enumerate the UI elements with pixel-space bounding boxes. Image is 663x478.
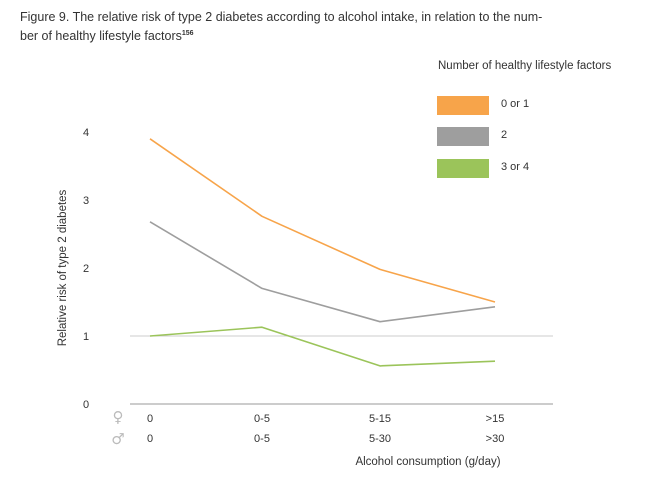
y-axis-ticks: 0 1 2 3 4 [83, 127, 89, 411]
figure-title-line-2: ber of healthy lifestyle factors [20, 29, 182, 43]
x-tick-label-female: >15 [486, 413, 505, 425]
y-tick-label-0: 0 [83, 399, 89, 411]
legend-label-3-or-4: 3 or 4 [501, 161, 530, 173]
x-tick-label-female: 0 [147, 413, 153, 425]
x-tick-label-male: >30 [486, 433, 505, 445]
male-symbol-icon: ♂ [111, 430, 124, 448]
series-line-3-or-4 [149, 326, 496, 367]
y-axis-title: Relative risk of type 2 diabetes [57, 189, 69, 346]
series-line-2 [149, 221, 496, 323]
y-tick-label-4: 4 [83, 127, 89, 139]
legend-swatch-0-or-1 [437, 96, 489, 115]
x-tick-label-male: 0-5 [254, 433, 270, 445]
x-tick-label-male: 0 [147, 433, 153, 445]
legend-swatch-3-or-4 [437, 159, 489, 178]
reference-number: 156 [181, 29, 194, 37]
figure-title: Figure 9. The relative risk of type 2 di… [20, 8, 620, 46]
legend-label-2: 2 [501, 129, 508, 141]
y-tick-label-2: 2 [83, 263, 89, 275]
legend-title: Number of healthy lifestyle factors [438, 60, 612, 72]
legend-swatch-2 [437, 127, 489, 146]
y-tick-label-1: 1 [83, 331, 89, 343]
figure-title-line-1: Figure 9. The relative risk of type 2 di… [20, 10, 543, 24]
x-tick-label-male: 5-30 [369, 433, 391, 445]
series-lines [149, 138, 496, 367]
y-tick-label-3: 3 [83, 195, 89, 207]
x-tick-label-female: 5-15 [369, 413, 391, 425]
x-axis-title: Alcohol consumption (g/day) [355, 456, 500, 468]
x-tick-label-female: 0-5 [254, 413, 270, 425]
x-axis-ticks: 0 0-5 5-15 >15 0 0-5 5-30 >30 [147, 413, 504, 445]
female-symbol-icon: ♀ [113, 408, 124, 426]
legend-label-0-or-1: 0 or 1 [501, 98, 530, 110]
series-line-0-or-1 [149, 138, 496, 303]
